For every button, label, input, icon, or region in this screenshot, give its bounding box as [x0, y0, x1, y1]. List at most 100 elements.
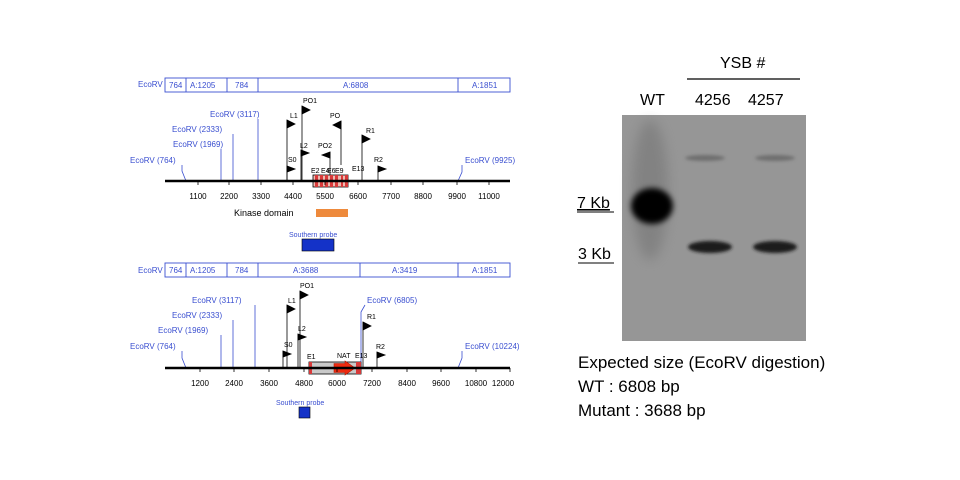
restriction-enzyme-label: EcoRV [138, 80, 163, 89]
wt-restriction-bar: EcoRV 764 A:1205 784 A:6808 A:1851 [138, 77, 511, 93]
axis-tick-label: 1200 [191, 379, 209, 388]
restriction-segment: 764 [169, 81, 183, 90]
ecorv-site-label: EcoRV (764) [130, 342, 176, 351]
ecorv-site-label: EcoRV (6805) [367, 296, 417, 305]
axis-tick-label: 1100 [189, 192, 207, 201]
axis-tick-label: 11000 [478, 192, 500, 201]
axis-tick-label: 7200 [363, 379, 381, 388]
axis-tick-label: 5500 [316, 192, 334, 201]
axis-tick-label: 2200 [220, 192, 238, 201]
mutant-map: EcoRV 764 A:1205 784 A:3688 A:3419 A:185… [130, 262, 520, 419]
axis-tick-label: 4400 [284, 192, 302, 201]
restriction-segment: 764 [169, 266, 183, 275]
restriction-segment: A:1851 [472, 81, 498, 90]
axis-tick-label: 4800 [295, 379, 313, 388]
gel-band-faint [685, 155, 725, 161]
restriction-segment: A:1851 [472, 266, 498, 275]
restriction-segment: A:1205 [190, 266, 216, 275]
gel-band-4256 [688, 241, 732, 253]
primer-label: R2 [374, 157, 383, 164]
primer-label: L1 [288, 298, 296, 305]
wt-axis-labels: 1100 2200 3300 4400 5500 6600 7700 8800 … [189, 192, 500, 201]
gel-band-faint [755, 155, 795, 161]
restriction-segment: A:1205 [190, 81, 216, 90]
exon-label: E2 [311, 168, 320, 175]
southern-gel: YSB # WT 4256 4257 7 Kb 3 Kb [577, 55, 806, 341]
exon-label: E6 [327, 168, 336, 175]
axis-tick-label: 12000 [492, 379, 515, 388]
gel-band-wt [631, 188, 673, 224]
southern-probe-label: Southern probe [276, 400, 324, 407]
axis-tick-label: 8800 [414, 192, 432, 201]
mut-restriction-bar: EcoRV 764 A:1205 784 A:3688 A:3419 A:185… [138, 262, 511, 278]
kinase-domain-label: Kinase domain [234, 208, 294, 218]
ecorv-site-label: EcoRV (2333) [172, 125, 222, 134]
axis-tick-label: 9900 [448, 192, 466, 201]
caption-line: Expected size (EcoRV digestion) [578, 353, 825, 372]
restriction-segment: 784 [235, 266, 249, 275]
lane-label: WT [640, 92, 665, 109]
axis-tick-label: 6600 [349, 192, 367, 201]
ecorv-site-label: EcoRV (764) [130, 156, 176, 165]
ecorv-site-label: EcoRV (1969) [173, 140, 223, 149]
southern-probe-bar [298, 406, 311, 419]
southern-probe-label: Southern probe [289, 232, 337, 239]
primer-label: PO1 [300, 283, 314, 290]
expected-size-caption: Expected size (EcoRV digestion) WT : 680… [578, 353, 825, 420]
wt-primers: PO1 L1 PO R1 S0 L2 PO2 [286, 98, 388, 181]
lane-label: 4257 [748, 92, 784, 109]
ecorv-site-label: EcoRV (10224) [465, 342, 520, 351]
axis-tick-label: 3300 [252, 192, 270, 201]
primer-label: R2 [376, 344, 385, 351]
axis-tick-label: 6000 [328, 379, 346, 388]
primer-label: S0 [288, 157, 297, 164]
ecorv-site-label: EcoRV (3117) [192, 296, 242, 305]
axis-tick-label: 10800 [465, 379, 488, 388]
marker-label: 3 Kb [578, 246, 611, 263]
gel-band-4257 [753, 241, 797, 253]
restriction-enzyme-label: EcoRV [138, 266, 163, 275]
exon-label: E13 [355, 353, 368, 360]
axis-tick-label: 9600 [432, 379, 450, 388]
axis-tick-label: 3600 [260, 379, 278, 388]
wt-gene-body: E2 E4 E6 E9 E13 [311, 166, 365, 188]
restriction-segment: A:3419 [392, 266, 418, 275]
wt-map: EcoRV 764 A:1205 784 A:6808 A:1851 EcoRV… [130, 77, 515, 252]
exon-label: E4 [321, 168, 330, 175]
exon-label: NAT [337, 353, 351, 360]
southern-probe-bar [301, 238, 335, 252]
axis-tick-label: 8400 [398, 379, 416, 388]
primer-label: L1 [290, 113, 298, 120]
ecorv-site-label: EcoRV (2333) [172, 311, 222, 320]
mut-axis-labels: 1200 2400 3600 4800 6000 7200 8400 9600 … [191, 379, 515, 388]
ecorv-site-label: EcoRV (3117) [210, 110, 260, 119]
primer-label: L2 [298, 326, 306, 333]
exon-label: E13 [352, 166, 365, 173]
caption-line: WT : 6808 bp [578, 377, 680, 396]
exon-label: E1 [307, 354, 316, 361]
mut-primers: PO1 L1 R1 S0 L2 R2 [282, 283, 387, 368]
caption-line: Mutant : 3688 bp [578, 401, 706, 420]
exon-label: E9 [335, 168, 344, 175]
lane-label: 4256 [695, 92, 731, 109]
mut-axis-ticks [199, 368, 511, 372]
primer-label: L2 [300, 143, 308, 150]
restriction-segment: 784 [235, 81, 249, 90]
primer-label: PO1 [303, 98, 317, 105]
wt-axis-ticks [197, 181, 490, 185]
gel-group-label: YSB # [720, 55, 765, 72]
axis-tick-label: 2400 [225, 379, 243, 388]
restriction-segment: A:3688 [293, 266, 319, 275]
ecorv-site-label: EcoRV (1969) [158, 326, 208, 335]
marker-label: 7 Kb [577, 195, 610, 212]
primer-label: R1 [367, 314, 376, 321]
mut-ecorv-sites: EcoRV (764) EcoRV (1969) EcoRV (2333) Ec… [130, 296, 520, 369]
ecorv-site-label: EcoRV (9925) [465, 156, 515, 165]
kinase-domain-bar [316, 209, 348, 217]
primer-label: PO [330, 113, 341, 120]
primer-label: R1 [366, 128, 375, 135]
axis-tick-label: 7700 [382, 192, 400, 201]
restriction-segment: A:6808 [343, 81, 369, 90]
primer-label: PO2 [318, 143, 332, 150]
